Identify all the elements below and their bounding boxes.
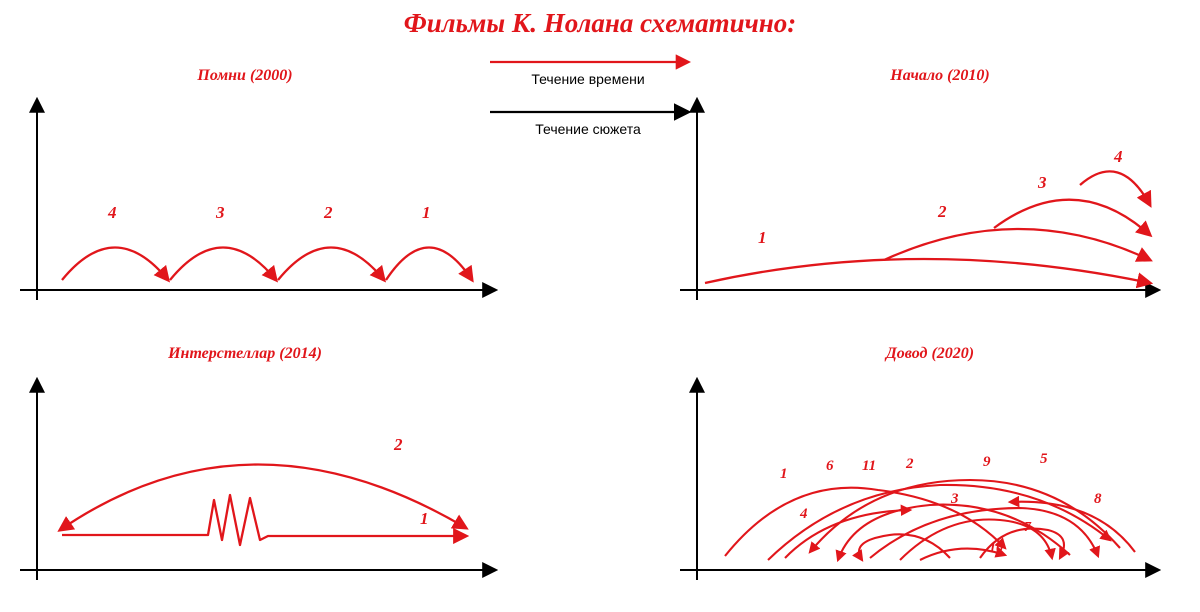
num: 4 <box>799 506 808 522</box>
legend-time-label: Течение времени <box>531 71 644 87</box>
num: 2 <box>937 202 947 221</box>
num: 5 <box>1040 451 1048 467</box>
num: 8 <box>1094 491 1102 507</box>
panel-memento: Помни (2000) 4 3 2 1 <box>20 67 495 300</box>
panel-title-interstellar: Интерстеллар (2014) <box>167 345 322 362</box>
num: 6 <box>826 458 834 474</box>
num: 1 <box>758 228 767 247</box>
num: 3 <box>950 491 959 507</box>
num: 2 <box>393 435 403 454</box>
panel-title-tenet: Довод (2020) <box>884 345 974 362</box>
panel-inception: Начало (2010) 1 2 3 4 <box>680 67 1158 300</box>
num: 3 <box>215 203 225 222</box>
panel-title-memento: Помни (2000) <box>196 67 292 84</box>
num: 2 <box>905 456 914 472</box>
num: 7 <box>1024 520 1032 535</box>
num: 11 <box>862 458 876 474</box>
panel-title-inception: Начало (2010) <box>889 67 990 84</box>
legend: Течение времени Течение сюжета <box>490 62 688 137</box>
num: 2 <box>323 203 333 222</box>
num: 1 <box>420 509 429 528</box>
num: 1 <box>422 203 431 222</box>
num: 9 <box>983 454 991 470</box>
num: 4 <box>1113 147 1123 166</box>
num: 3 <box>1037 173 1047 192</box>
panel-tenet: Довод (2020) 1 2 3 4 5 6 7 8 9 10 11 <box>680 345 1158 580</box>
panel-interstellar: Интерстеллар (2014) 1 2 <box>20 345 495 580</box>
legend-plot-label: Течение сюжета <box>535 121 641 137</box>
num: 10 <box>989 541 1003 556</box>
num: 4 <box>107 203 117 222</box>
num: 1 <box>780 466 788 482</box>
page-title: Фильмы К. Нолана схематично: <box>404 8 797 38</box>
